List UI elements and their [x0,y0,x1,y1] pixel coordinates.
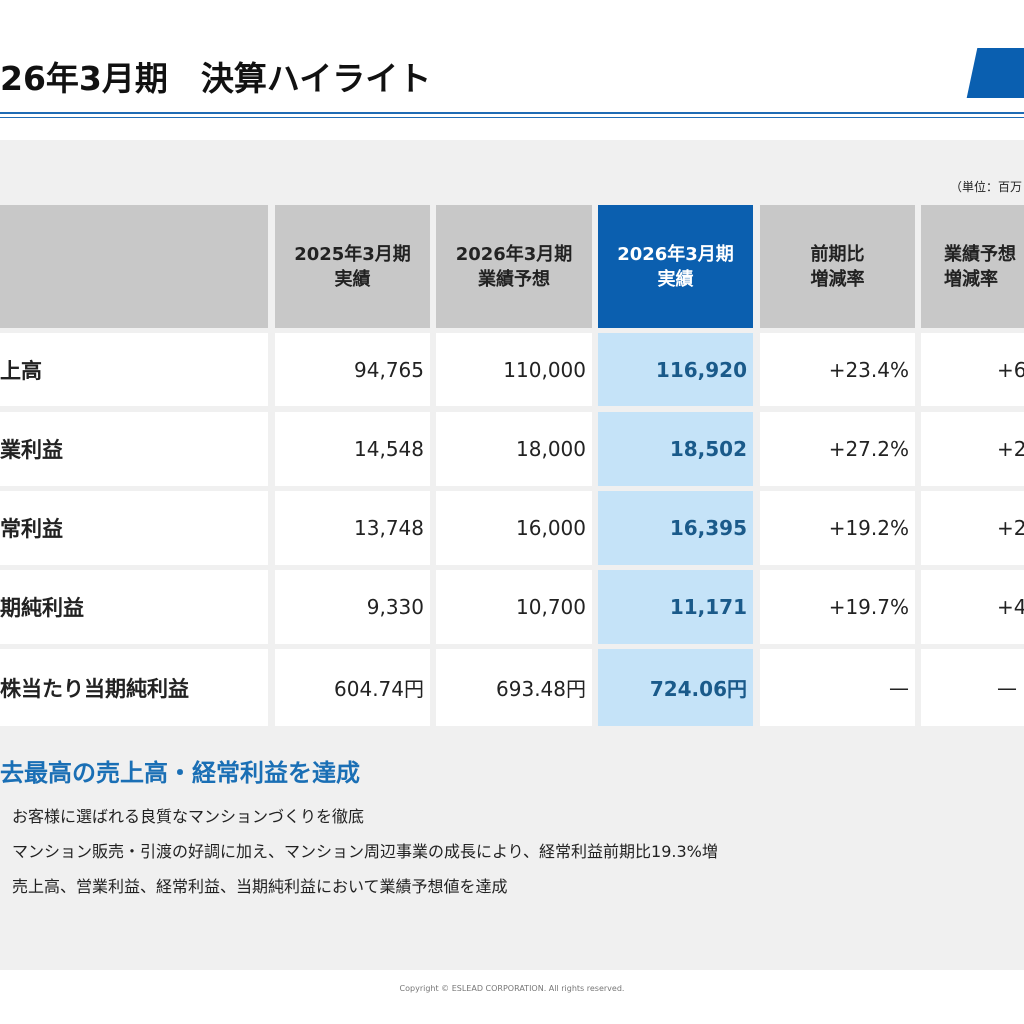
header-text: 実績 [657,268,694,290]
value-cell: +19.7% [760,570,915,644]
row-label: 上高 [0,333,268,406]
value-cell: 18,000 [436,412,592,486]
value-cell: 604.74円 [275,649,430,726]
value-cell: 116,920 [598,333,753,406]
value-cell: — [921,649,1024,726]
header-text: 2025年3月期 [294,243,411,265]
header-cell: 2025年3月期 実績 [275,205,430,328]
value-cell: 18,502 [598,412,753,486]
header-cell: 業績予想 増減率 [921,205,1024,328]
value-cell: 14,548 [275,412,430,486]
value-cell: +23.4% [760,333,915,406]
value-cell: +19.2% [760,491,915,565]
row-label: 常利益 [0,491,268,565]
row-label: 株当たり当期純利益 [0,649,268,726]
header-text: 増減率 [944,268,998,290]
row-label: 業利益 [0,412,268,486]
logo [966,48,1024,98]
rule [0,117,1024,118]
row-label: 期純利益 [0,570,268,644]
summary-heading: 去最高の売上高・経常利益を達成 [0,759,360,787]
header-text: 2026年3月期 [455,243,573,265]
header-text: 業績予想 [944,243,1016,265]
header-text: 増減率 [810,268,865,290]
bullet: マンション販売・引渡の好調に加え、マンション周辺事業の成長により、経常利益前期比… [12,842,718,861]
value-cell: +6 [921,333,1024,406]
header-cell: 前期比 増減率 [760,205,915,328]
value-cell: +2 [921,412,1024,486]
value-cell: 9,330 [275,570,430,644]
value-cell: 693.48円 [436,649,592,726]
value-cell: 724.06円 [598,649,753,726]
value-cell: 13,748 [275,491,430,565]
value-cell: — [760,649,915,726]
value-cell: 10,700 [436,570,592,644]
header-cell: 2026年3月期 実績 [598,205,753,328]
header-cell: 2026年3月期 業績予想 [436,205,592,328]
bullet: お客様に選ばれる良質なマンションづくりを徹底 [12,807,365,826]
value-cell: 11,171 [598,570,753,644]
header-text: 2026年3月期 [617,243,734,265]
bullet: 売上高、営業利益、経常利益、当期純利益において業績予想値を達成 [12,877,508,896]
header-cell [0,205,268,328]
value-cell: +27.2% [760,412,915,486]
rule [0,112,1024,114]
value-cell: +4 [921,570,1024,644]
value-cell: 16,395 [598,491,753,565]
header-text: 前期比 [810,243,865,265]
value-cell: 94,765 [275,333,430,406]
value-cell: 110,000 [436,333,592,406]
copyright: Copyright © ESLEAD CORPORATION. All righ… [399,984,625,993]
unit: （単位：百万 [950,180,1023,194]
value-cell: +2 [921,491,1024,565]
header-text: 業績予想 [478,268,550,290]
value-cell: 16,000 [436,491,592,565]
header-text: 実績 [334,268,371,290]
title: 26年3月期 決算ハイライト [0,59,432,98]
